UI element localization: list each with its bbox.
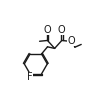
Text: O: O [58,25,66,35]
Text: O: O [44,25,51,35]
Text: F: F [27,72,32,82]
Text: O: O [67,36,75,46]
